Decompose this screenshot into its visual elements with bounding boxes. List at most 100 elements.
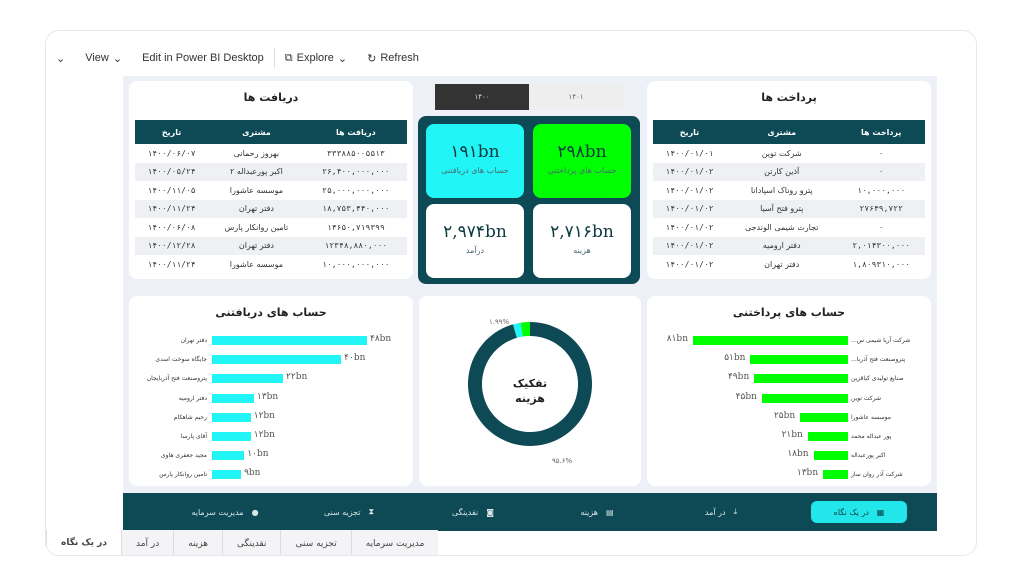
date-cell: ۱۴۰۰/۰۱/۰۱ xyxy=(665,148,714,158)
bar[interactable] xyxy=(212,355,342,365)
customer-cell: دفتر تهران xyxy=(208,199,305,218)
amount-cell: ۱,۸۰۹۳۱۰,۰۰۰ xyxy=(852,259,911,269)
bar[interactable] xyxy=(761,393,848,403)
receipt-icon: ▤ xyxy=(606,507,614,517)
page-nav-bar: ▦ در یک نگاه ⤓ در آمد ▤ هزینه ◙ نقدینگی ⧗ تجز… xyxy=(123,493,937,531)
donut-center-label: تفکیک هزینه xyxy=(512,377,548,405)
nav-at-a-glance[interactable]: ▦ در یک نگاه xyxy=(811,501,907,523)
column-header[interactable]: دریافت ها xyxy=(304,120,407,144)
table-row[interactable]: ۰ شرکت توین ۱۴۰۰/۰۱/۰۱ xyxy=(653,144,925,163)
value-label: ۲۲bn xyxy=(286,372,308,383)
customer-cell: پترو روناک اسپادانا xyxy=(750,185,813,195)
customer-cell: تامین روانکار پارس xyxy=(224,222,289,232)
column-header[interactable]: پرداخت ها xyxy=(837,120,925,144)
bar[interactable] xyxy=(212,432,251,441)
date-cell: ۱۴۰۰/۱۲/۲۸ xyxy=(135,236,209,255)
collapse-chevron-icon[interactable]: ⌄ xyxy=(56,52,66,65)
table-row[interactable]: ۲۷۶۴۹,۷۲۲ پترو فتح آسیا ۱۴۰۰/۰۱/۰۲ xyxy=(653,199,925,218)
table-row[interactable]: ۱۴۶۵۰,۷۱۹۳۹۹ تامین روانکار پارس ۱۴۰۰/۰۶/۰۸ xyxy=(135,218,407,237)
bar[interactable] xyxy=(823,470,848,480)
kpi-value: ۱۹۱bn xyxy=(450,142,500,162)
value-label: ۱۲bn xyxy=(253,430,275,440)
tab-liquidity[interactable]: نقدینگی xyxy=(222,530,281,555)
customer-cell: اکبر پورعبداله ۲ xyxy=(208,162,305,181)
table-row[interactable]: ۰ تجارت شیمی الوندجی ۱۴۰۰/۰۱/۰۲ xyxy=(653,218,925,237)
nav-label: نقدینگی xyxy=(452,507,479,517)
table-row[interactable]: ۱۸,۷۵۳,۴۴۰,۰۰۰ دفتر تهران ۱۴۰۰/۱۱/۲۴ xyxy=(135,199,407,218)
bar[interactable] xyxy=(800,412,848,422)
receivable-kpi-card: ۱۹۱bn حساب های دریافتنی xyxy=(426,124,524,198)
bar[interactable] xyxy=(212,451,245,461)
category-label: تامین روانکار پارس xyxy=(159,471,207,479)
refresh-button[interactable]: ↻ Refresh xyxy=(357,52,429,65)
table-row[interactable]: ۳۳۳۸۸۵۰۰۵۵۱۳ بهروز رحمانی ۱۴۰۰/۰۶/۰۷ xyxy=(135,144,407,163)
nav-aging[interactable]: ⧗ تجزیه سنی xyxy=(287,501,411,523)
column-header[interactable]: مشتری xyxy=(726,120,838,144)
bar[interactable] xyxy=(693,336,848,345)
amount-cell: ۲,۰۱۴۳۰۰,۰۰۰ xyxy=(837,236,925,255)
year-option[interactable]: ۱۴۰۱ xyxy=(529,84,623,110)
bar[interactable] xyxy=(807,432,848,441)
table-row[interactable]: ۱۰,۰۰۰,۰۰۰ پترو روناک اسپادانا ۱۴۰۰/۰۱/۰۲ xyxy=(653,181,925,200)
nav-capital[interactable]: ● مدیریت سرمایه xyxy=(163,501,287,523)
table-row[interactable]: ۰ آذین کارتن ۱۴۰۰/۰۱/۰۲ xyxy=(653,162,925,181)
value-label: ۴۸bn xyxy=(370,334,392,344)
bar[interactable] xyxy=(212,336,367,345)
nav-income[interactable]: ⤓ در آمد xyxy=(659,501,783,523)
edit-in-desktop-button[interactable]: Edit in Power BI Desktop xyxy=(142,52,264,64)
category-label: پتروصنعت فتح آذربایجان xyxy=(146,375,207,383)
hourglass-icon: ⧗ xyxy=(368,507,375,516)
donut-slice[interactable] xyxy=(520,322,530,337)
bar[interactable] xyxy=(212,393,254,403)
payments-table-card: پرداخت ها پرداخت ها مشتری تاریخ ۰ شرکت تو… xyxy=(647,81,931,279)
bar[interactable] xyxy=(813,451,848,461)
tab-cost[interactable]: هزینه xyxy=(173,530,222,555)
customer-cell: دفتر تهران xyxy=(764,259,800,269)
table-row[interactable]: ۲۵,۰۰۰,۰۰۰,۰۰۰ موسسه عاشورا ۱۴۰۰/۱۱/۰۵ xyxy=(135,181,407,200)
category-label: صنایع تولیدی کیاقرین xyxy=(851,375,904,383)
amount-cell: ۰ xyxy=(878,148,884,158)
explore-menu[interactable]: ⧉ Explore ⌄ xyxy=(275,52,357,65)
amount-cell: ۳۳۳۸۸۵۰۰۵۵۱۳ xyxy=(326,148,385,158)
refresh-label: Refresh xyxy=(380,52,419,64)
nav-liquidity[interactable]: ◙ نقدینگی xyxy=(411,501,535,523)
kpi-value: ۲,۹۷۴bn xyxy=(443,222,507,242)
table-row[interactable]: ۱۰,۰۰۰,۰۰۰,۰۰۰ موسسه عاشورا ۱۴۰۰/۱۱/۲۴ xyxy=(135,255,407,274)
tab-aging[interactable]: تجزیه سنی xyxy=(280,530,351,555)
payable-kpi-card: ۲۹۸bn حساب های پرداختنی xyxy=(533,124,631,198)
value-label: ۱۳bn xyxy=(256,391,279,402)
year-option-selected[interactable]: ۱۴۰۰ xyxy=(435,84,529,110)
table-row[interactable]: ۲,۰۱۴۳۰۰,۰۰۰ دفتر ارومیه ۱۴۰۰/۰۱/۰۲ xyxy=(653,236,925,255)
nav-cost[interactable]: ▤ هزینه xyxy=(535,501,659,523)
piggy-bank-icon: ● xyxy=(251,507,259,517)
bar[interactable] xyxy=(754,374,848,384)
column-header[interactable]: مشتری xyxy=(208,120,305,144)
kpi-label: حساب های پرداختنی xyxy=(547,166,617,175)
bar[interactable] xyxy=(212,470,242,480)
table-row[interactable]: ۱,۸۰۹۳۱۰,۰۰۰ دفتر تهران ۱۴۰۰/۰۱/۰۲ xyxy=(653,255,925,274)
category-label: مجید جعفری هاوی xyxy=(160,452,207,460)
category-label: شرکت آریا شیمی س... xyxy=(851,337,911,344)
category-label: دفتر ارومیه xyxy=(178,394,207,402)
bar[interactable] xyxy=(750,355,848,365)
column-header[interactable]: تاریخ xyxy=(135,120,209,144)
tab-income[interactable]: در آمد xyxy=(120,530,174,555)
value-label: ۱۸bn xyxy=(787,449,809,460)
receivable-bar-chart: حساب های دریافتنی دفتر تهران ۴۸bn جایگاه س… xyxy=(129,296,413,486)
customer-cell: موسسه عاشورا xyxy=(229,185,284,195)
bar[interactable] xyxy=(212,412,251,422)
value-label: ۸۱bn xyxy=(666,334,688,344)
bar[interactable] xyxy=(212,374,284,384)
receipts-table-card: دریافت ها دریافت ها مشتری تاریخ ۳۳۳۸۸۵۰۰… xyxy=(129,81,413,279)
customer-cell: بهروز رحمانی xyxy=(233,148,280,158)
view-menu[interactable]: View ⌄ xyxy=(75,52,132,65)
table-row[interactable]: ۱۲۳۴۸,۸۸۰,۰۰۰ دفتر تهران ۱۴۰۰/۱۲/۲۸ xyxy=(135,236,407,255)
donut-slice[interactable] xyxy=(513,322,523,338)
table-row[interactable]: ۲۶,۴۰۰,۰۰۰,۰۰۰ اکبر پورعبداله ۲ ۱۴۰۰/۰۵/۲۴ xyxy=(135,162,407,181)
category-label: اکبر پورعبداله xyxy=(851,452,886,460)
divider xyxy=(273,48,275,68)
date-cell: ۱۴۰۰/۱۱/۲۴ xyxy=(147,259,196,269)
tab-at-a-glance[interactable]: در یک نگاه xyxy=(46,530,121,555)
tab-capital[interactable]: مدیریت سرمایه xyxy=(350,530,439,555)
column-header[interactable]: تاریخ xyxy=(653,120,726,144)
